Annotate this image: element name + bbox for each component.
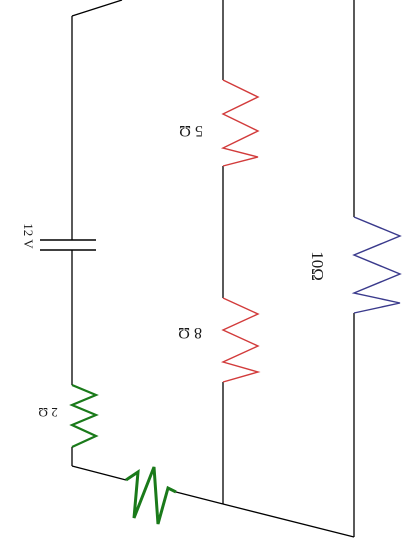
resistor-8-ohm bbox=[220, 297, 261, 383]
resistor-10-ohm bbox=[351, 216, 402, 314]
wire-bottom-middle bbox=[175, 491, 224, 505]
resistor-5-ohm bbox=[220, 79, 260, 167]
wire-bottom-right bbox=[222, 503, 355, 538]
wire-bottom-left bbox=[71, 465, 127, 481]
resistor-5-ohm-label: 5 Ω bbox=[179, 122, 203, 139]
battery-label: 12 V bbox=[21, 223, 36, 249]
resistor-bottom bbox=[125, 466, 177, 525]
resistor-10-ohm-label: 10Ω bbox=[308, 251, 327, 281]
resistor-2-ohm bbox=[69, 383, 99, 448]
resistor-2-ohm-label: 2 Ω bbox=[38, 405, 57, 420]
battery-symbol bbox=[40, 232, 96, 258]
resistor-8-ohm-label: 8 Ω bbox=[178, 324, 202, 341]
wire-top-left bbox=[71, 0, 123, 17]
